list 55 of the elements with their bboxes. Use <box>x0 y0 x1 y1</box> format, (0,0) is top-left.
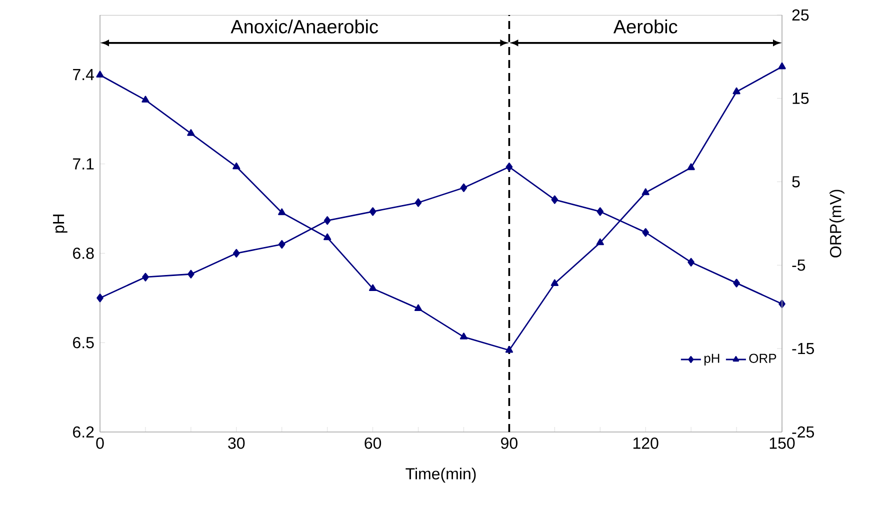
point <box>96 70 104 78</box>
x-tick-label: 30 <box>228 438 245 449</box>
point <box>368 284 377 292</box>
legend-label: ORP <box>749 354 776 363</box>
point <box>188 270 194 278</box>
annotation: Aerobic <box>613 19 678 34</box>
point <box>551 195 558 204</box>
point <box>142 272 149 282</box>
point <box>460 183 468 192</box>
point <box>278 240 286 249</box>
y2-tick-label: -15 <box>792 343 814 354</box>
x-axis-title: Time(min) <box>406 468 476 483</box>
point <box>642 188 650 196</box>
point <box>187 129 195 136</box>
y2-tick-label: 5 <box>792 176 800 188</box>
point <box>733 278 740 288</box>
x-tick-label: 60 <box>364 438 382 449</box>
y2-tick-label: -5 <box>792 260 806 271</box>
point <box>414 304 422 312</box>
point <box>142 96 150 103</box>
point <box>369 207 376 216</box>
point <box>233 248 240 258</box>
point <box>596 207 604 216</box>
x-tick-label: 120 <box>633 438 658 449</box>
point <box>414 198 422 207</box>
y-tick-label: 6.2 <box>73 426 94 438</box>
y-tick-label: 6.5 <box>73 336 94 348</box>
point <box>324 216 331 225</box>
point <box>324 233 332 240</box>
y-tick-label: 7.4 <box>73 69 94 80</box>
point <box>550 279 558 286</box>
point <box>278 208 286 216</box>
y2-tick-label: 15 <box>792 92 809 104</box>
point <box>688 258 694 267</box>
point <box>596 238 604 246</box>
point <box>506 162 513 172</box>
annotation: Anoxic/Anaerobic <box>230 19 378 34</box>
x-tick-label: 90 <box>501 438 518 449</box>
point <box>778 62 786 70</box>
point <box>232 162 240 170</box>
point <box>96 294 104 302</box>
y2-axis-title: ORP(mV) <box>830 190 844 258</box>
y-tick-label: 7.1 <box>73 158 94 170</box>
point <box>642 228 650 237</box>
point <box>687 163 695 170</box>
legend-label: pH <box>704 354 720 366</box>
y2-tick-label: -25 <box>792 426 814 438</box>
x-tick-label: 150 <box>770 438 795 449</box>
y-axis-title: pH <box>53 214 68 233</box>
point <box>732 87 740 94</box>
point <box>460 332 468 340</box>
x-tick-label: 0 <box>96 438 104 449</box>
y2-tick-label: 25 <box>792 9 809 21</box>
y-tick-label: 6.8 <box>73 248 94 259</box>
point <box>505 346 514 353</box>
